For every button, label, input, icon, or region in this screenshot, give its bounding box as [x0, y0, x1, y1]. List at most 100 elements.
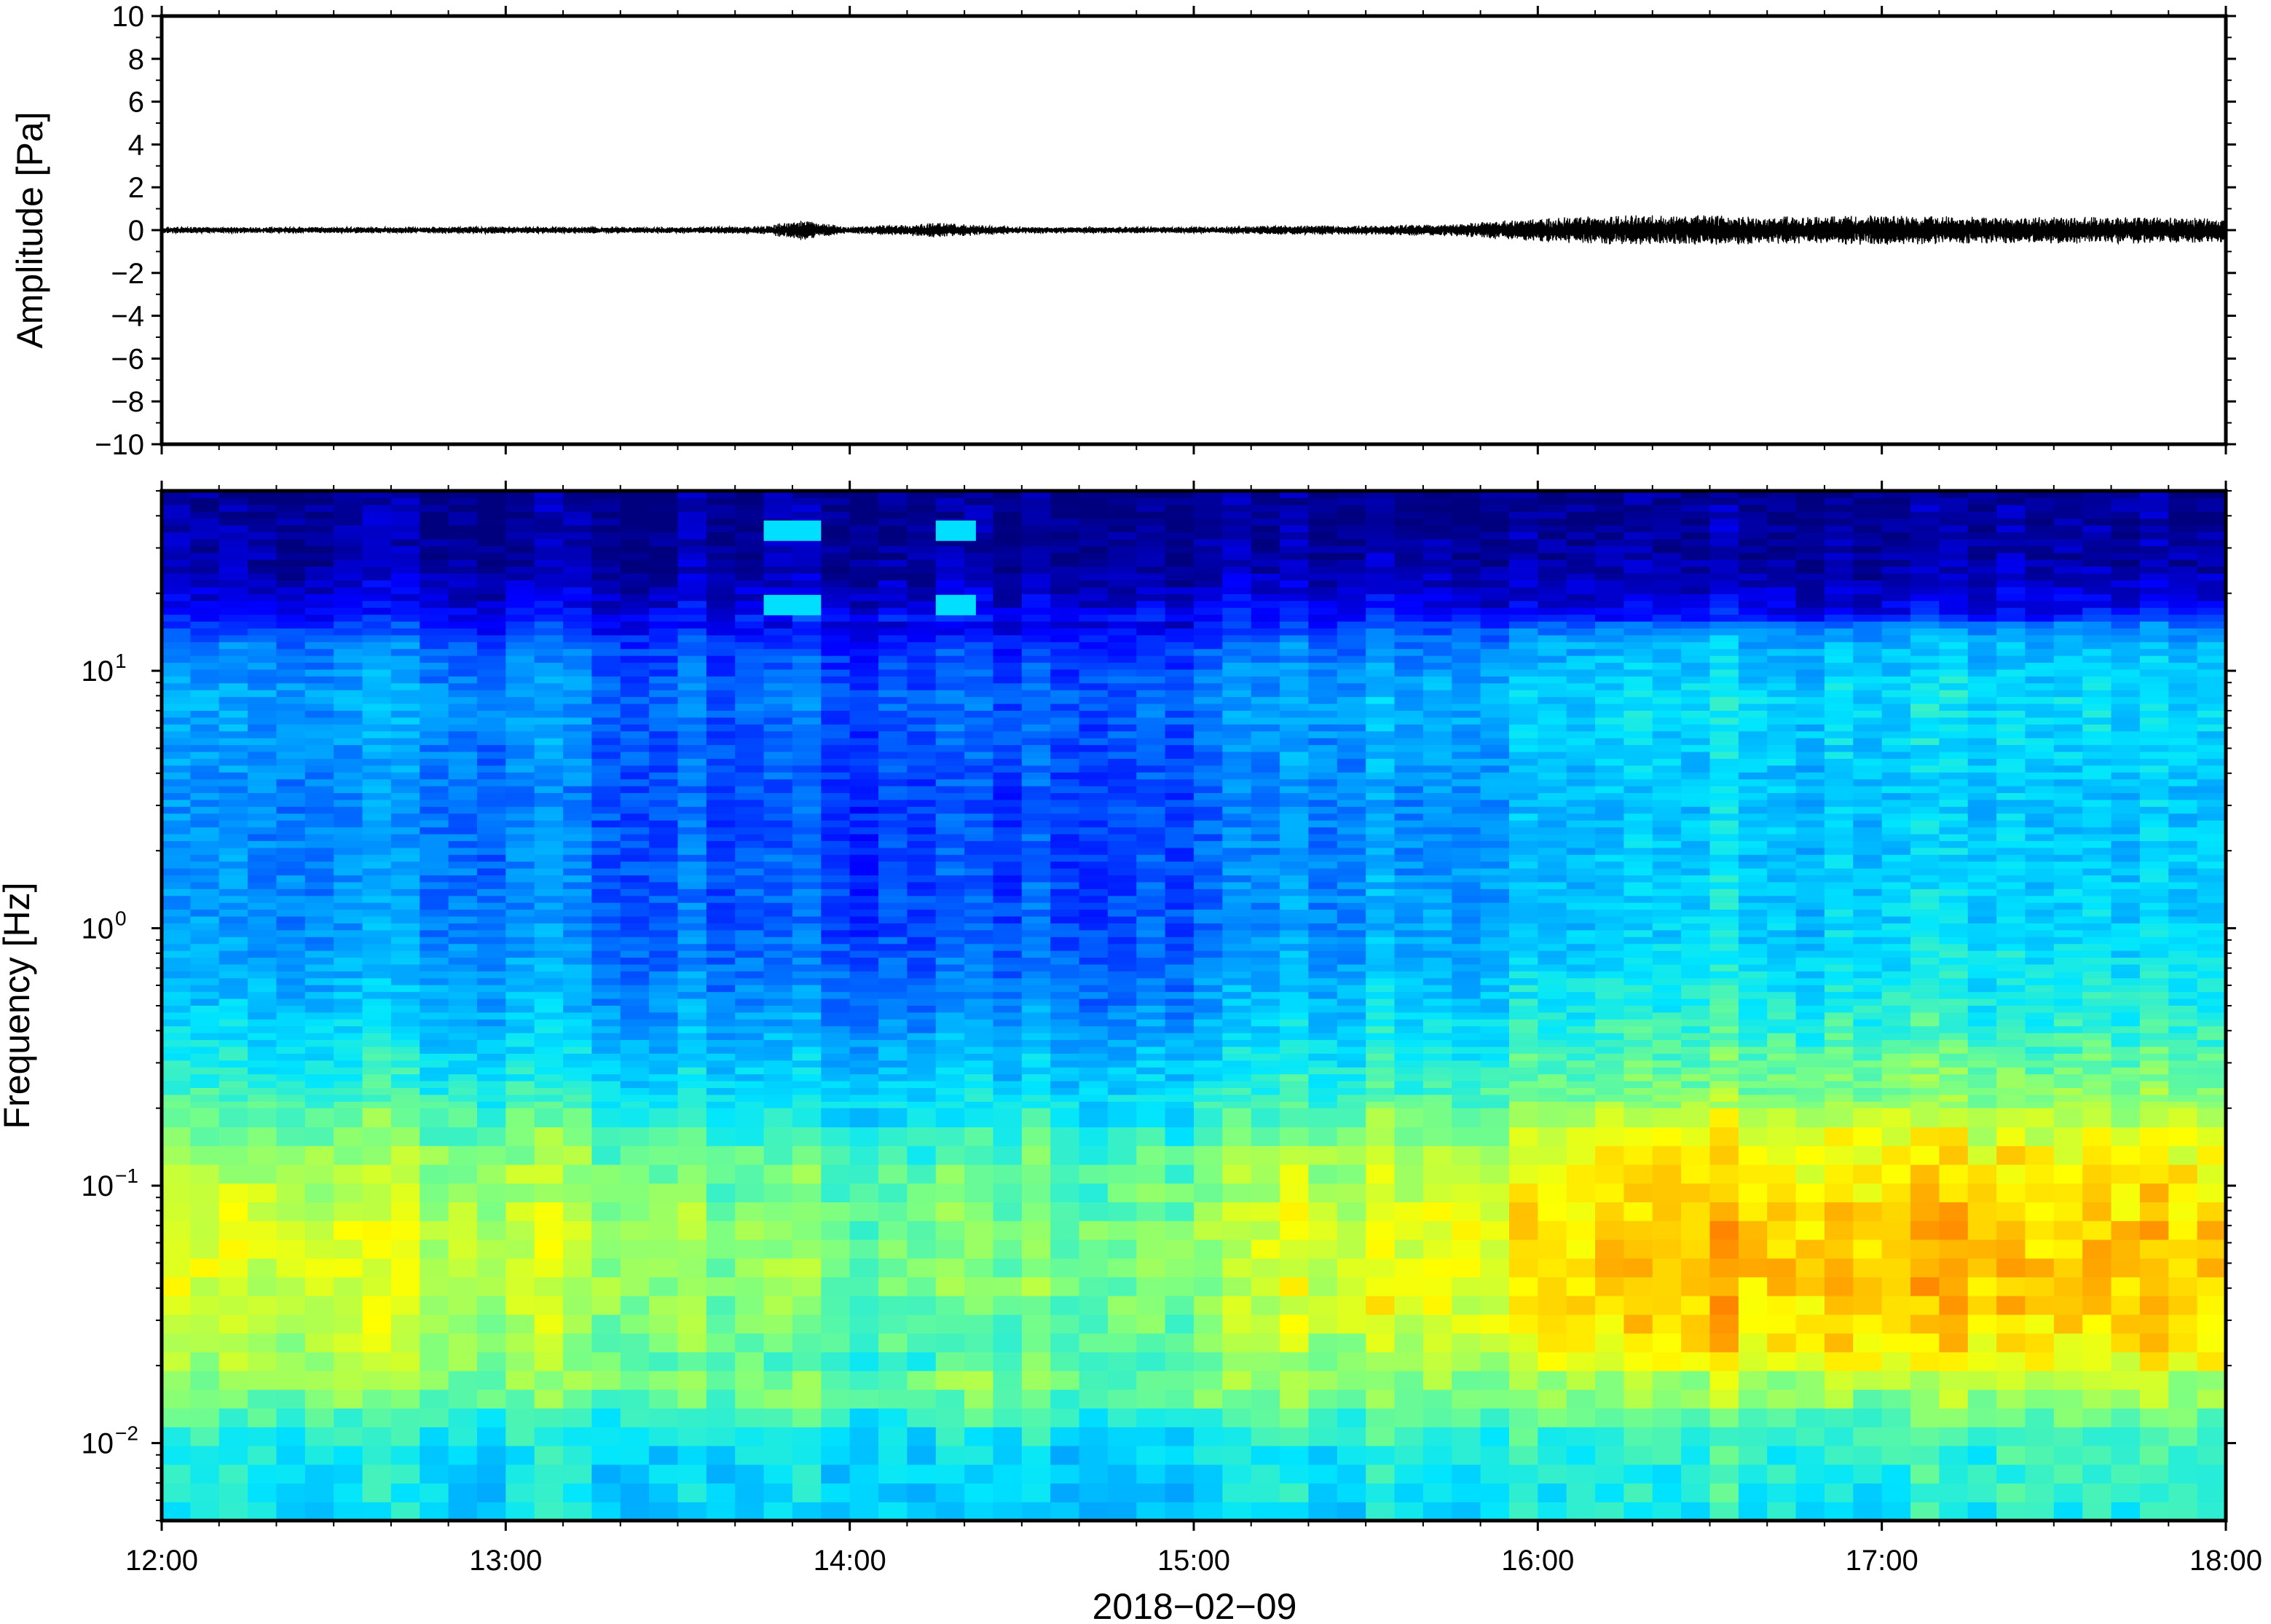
- spectrogram-cell: [907, 552, 937, 560]
- spectrogram-cell: [1194, 923, 1223, 931]
- spectrogram-cell: [964, 1046, 994, 1054]
- spectrogram-cell: [1021, 1060, 1051, 1068]
- spectrogram-cell: [362, 532, 392, 540]
- spectrogram-cell: [792, 1277, 822, 1296]
- spectrogram-cell: [1337, 511, 1366, 519]
- spectrogram-cell: [476, 895, 506, 903]
- spectrogram-cell: [563, 607, 593, 615]
- spectrogram-cell: [763, 614, 793, 622]
- spectrogram-cell: [993, 820, 1023, 828]
- spectrogram-cell: [1165, 806, 1194, 814]
- spectrogram-cell: [190, 1019, 220, 1027]
- spectrogram-cell: [935, 1033, 965, 1041]
- spectrogram-cell: [476, 779, 506, 787]
- spectrogram-cell: [763, 744, 793, 752]
- spectrogram-cell: [620, 1033, 650, 1041]
- spectrogram-cell: [276, 1258, 306, 1277]
- spectrogram-cell: [1050, 943, 1080, 951]
- spectrogram-cell: [821, 1296, 851, 1315]
- spectrogram-cell: [563, 594, 593, 602]
- spectrogram-cell: [677, 950, 707, 958]
- spectrogram-cell: [735, 971, 765, 979]
- spectrogram-cell: [1251, 586, 1280, 594]
- spectrogram-cell: [706, 642, 736, 650]
- spectrogram-cell: [1251, 779, 1280, 787]
- spectrogram-cell: [1050, 1019, 1080, 1027]
- spectrogram-cell: [248, 971, 278, 979]
- spectrogram-cell: [276, 1019, 306, 1027]
- spectrogram-cell: [1251, 497, 1280, 505]
- spectrogram-cell: [476, 909, 506, 917]
- spectrogram-cell: [907, 1101, 937, 1109]
- spectrogram-cell: [1136, 1427, 1166, 1446]
- spectrogram-cell: [276, 744, 306, 752]
- spectrogram-cell: [1136, 840, 1166, 848]
- spectrogram-cell: [1366, 786, 1396, 794]
- spectrogram-cell: [907, 1464, 937, 1484]
- spectrogram-cell: [993, 1046, 1023, 1054]
- spectrogram-cell: [448, 730, 478, 738]
- spectrogram-cell: [1194, 600, 1223, 608]
- spectrogram-cell: [162, 532, 191, 540]
- spectrogram-cell: [1165, 813, 1194, 821]
- spectrogram-cell: [448, 765, 478, 773]
- spectrogram-cell: [1366, 792, 1396, 800]
- spectrogram-cell: [563, 909, 593, 917]
- spectrogram-cell: [334, 950, 363, 958]
- spectrogram-cell: [993, 1127, 1023, 1146]
- spectrogram-cell: [1251, 696, 1280, 704]
- spectrogram-cell: [993, 1464, 1023, 1484]
- spectrogram-cell: [1136, 1053, 1166, 1061]
- spectrogram-cell: [1337, 744, 1366, 752]
- spectrogram-cell: [878, 854, 908, 862]
- spectrogram-cell: [878, 1183, 908, 1202]
- spectrogram-cell: [878, 676, 908, 684]
- spectrogram-cell: [735, 806, 765, 814]
- spectrogram-cell: [849, 758, 879, 766]
- spectrogram-cell: [219, 1108, 248, 1128]
- spectrogram-cell: [505, 799, 535, 807]
- spectrogram-cell: [620, 744, 650, 752]
- spectrogram-cell: [1308, 1060, 1338, 1068]
- spectrogram-cell: [878, 806, 908, 814]
- spectrogram-cell: [591, 662, 621, 670]
- spectrogram-cell: [706, 957, 736, 965]
- spectrogram-cell: [248, 957, 278, 965]
- spectrogram-cell: [878, 1046, 908, 1054]
- spectrogram-cell: [591, 943, 621, 951]
- spectrogram-cell: [935, 634, 965, 642]
- spectrogram-cell: [390, 580, 420, 588]
- spectrogram-cell: [190, 1087, 220, 1095]
- spectrogram-cell: [1165, 676, 1194, 684]
- spectrogram-cell: [334, 915, 363, 923]
- spectrogram-cell: [1308, 806, 1338, 814]
- spectrogram-cell: [190, 1389, 220, 1409]
- spectrogram-cell: [1337, 929, 1366, 937]
- spectrogram-cell: [1136, 943, 1166, 951]
- spectrogram-cell: [1107, 532, 1137, 540]
- spectrogram-cell: [1366, 1039, 1396, 1047]
- spectrogram-cell: [649, 552, 679, 560]
- spectrogram-cell: [505, 833, 535, 841]
- spectrogram-cell: [821, 696, 851, 704]
- spectrogram-cell: [448, 751, 478, 759]
- spectrogram-cell: [1021, 820, 1051, 828]
- spectrogram-cell: [1079, 977, 1109, 985]
- spectrogram-cell: [334, 1146, 363, 1165]
- spectrogram-cell: [505, 559, 535, 567]
- spectrogram-cell: [1021, 799, 1051, 807]
- spectrogram-cell: [420, 538, 449, 546]
- spectrogram-cell: [935, 923, 965, 931]
- spectrogram-cell: [620, 1183, 650, 1202]
- spectrogram-cell: [964, 929, 994, 937]
- spectrogram-cell: [304, 1408, 334, 1427]
- spectrogram-cell: [1308, 1483, 1338, 1502]
- spectrogram-cell: [821, 950, 851, 958]
- spectrogram-cell: [878, 772, 908, 780]
- spectrogram-cell: [1050, 1046, 1080, 1054]
- spectrogram-cell: [993, 497, 1023, 505]
- spectrogram-cell: [878, 985, 908, 993]
- spectrogram-cell: [1021, 1427, 1051, 1446]
- spectrogram-cell: [1079, 806, 1109, 814]
- spectrogram-cell: [677, 1127, 707, 1146]
